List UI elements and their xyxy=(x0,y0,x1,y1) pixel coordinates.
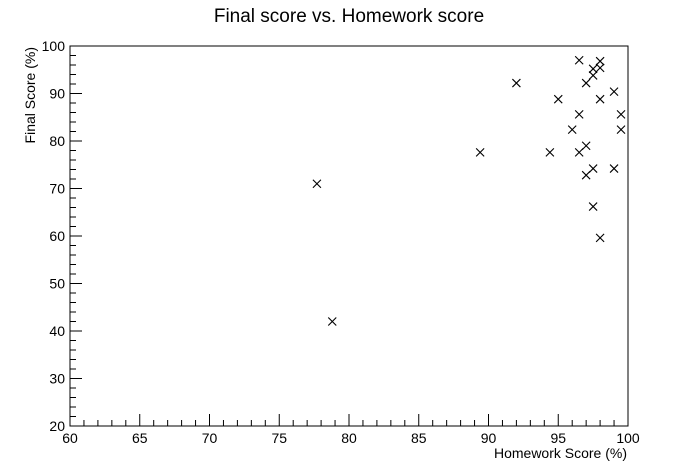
x-tick-label: 90 xyxy=(481,430,497,446)
y-tick-label: 30 xyxy=(49,371,65,387)
y-axis-label: Final Score (%) xyxy=(22,47,38,143)
data-point xyxy=(574,110,584,119)
data-point xyxy=(581,170,591,180)
plot-area-border xyxy=(69,45,629,427)
x-tick-label: 65 xyxy=(132,430,148,446)
x-tick-label: 85 xyxy=(411,430,427,446)
data-point xyxy=(595,56,605,66)
y-tick-label: 20 xyxy=(49,418,65,434)
y-tick-label: 90 xyxy=(49,86,65,102)
chart-title: Final score vs. Homework score xyxy=(214,6,484,27)
data-point xyxy=(595,94,605,104)
data-point xyxy=(595,233,605,243)
y-tick-label: 50 xyxy=(49,276,65,292)
x-tick-label: 80 xyxy=(341,430,357,446)
data-point xyxy=(595,63,605,73)
data-point xyxy=(609,87,619,96)
x-axis-label: Homework Score (%) xyxy=(494,445,627,461)
data-point xyxy=(553,94,563,104)
data-point xyxy=(588,71,598,80)
x-tick-label: 95 xyxy=(550,430,566,446)
x-axis: 60 65 70 75 80 85 90 95 100 xyxy=(62,414,640,446)
data-point xyxy=(327,317,337,326)
x-tick-label: 75 xyxy=(271,430,287,446)
y-axis: 20 30 40 50 60 70 80 90 100 xyxy=(42,38,82,434)
data-point xyxy=(567,125,577,134)
data-point xyxy=(581,78,591,88)
data-point xyxy=(581,141,591,151)
y-tick-label: 100 xyxy=(42,38,66,54)
data-point xyxy=(574,55,584,65)
plot-frame xyxy=(69,45,629,427)
data-point xyxy=(616,110,626,119)
data-points xyxy=(312,55,626,326)
data-point xyxy=(312,179,322,189)
data-point xyxy=(588,164,598,173)
x-tick-label: 60 xyxy=(62,430,78,446)
y-tick-label: 70 xyxy=(49,181,65,197)
y-tick-label: 80 xyxy=(49,133,65,149)
data-point xyxy=(512,78,521,88)
data-point xyxy=(609,164,619,173)
y-tick-label: 60 xyxy=(49,228,65,244)
x-tick-label: 70 xyxy=(202,430,218,446)
data-point xyxy=(475,148,485,157)
x-tick-label: 100 xyxy=(616,430,640,446)
data-point xyxy=(574,148,584,157)
data-point xyxy=(545,148,555,157)
data-point xyxy=(588,202,598,211)
data-point xyxy=(616,125,626,134)
y-tick-label: 40 xyxy=(49,323,65,339)
